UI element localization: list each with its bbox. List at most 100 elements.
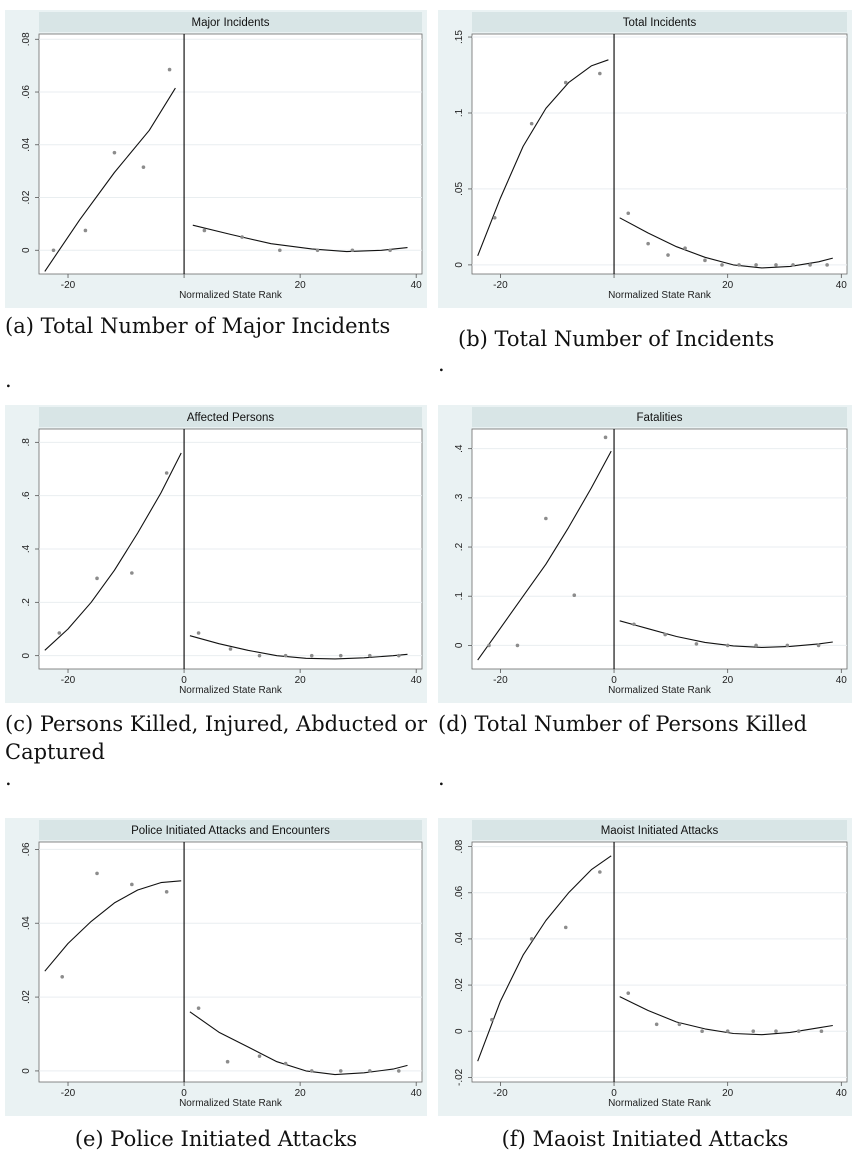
x-tick-label-c: 40 — [411, 675, 423, 686]
plot-area-a — [38, 33, 423, 275]
data-point-d — [487, 643, 491, 648]
chart-d-svg: Fatalities 0 .1 .2 .3 .4 -20 0 20 40 Normalized St… — [438, 405, 852, 703]
data-point-b — [754, 263, 758, 267]
fit-curve-left-d — [477, 450, 612, 661]
data-point-f — [796, 1029, 801, 1034]
data-point-b — [598, 71, 602, 76]
fit-curve-right-e — [189, 1011, 408, 1076]
y-tick-label-b: 0 — [454, 262, 465, 268]
note-a: . — [5, 368, 12, 392]
plot-area-f — [471, 841, 848, 1083]
title-band-f — [472, 820, 847, 840]
data-point-b — [646, 241, 650, 246]
y-tick-label-a: .04 — [21, 137, 32, 151]
chart-title-c: Affected Persons — [187, 412, 275, 424]
chart-title-d: Fatalities — [636, 412, 682, 424]
x-axis-label-e: Normalized State Rank — [179, 1098, 283, 1109]
y-tick-label-f: .08 — [454, 839, 465, 853]
data-point-c — [396, 653, 401, 658]
y-tick-label-c: .2 — [21, 598, 32, 607]
data-point-c — [367, 653, 372, 658]
data-point-a — [388, 248, 392, 253]
data-point-d — [754, 643, 758, 648]
data-point-f — [819, 1029, 824, 1034]
data-point-a — [202, 228, 207, 233]
title-band-d — [472, 407, 847, 427]
data-point-d — [816, 643, 821, 648]
data-point-d — [694, 642, 699, 646]
data-point-d — [785, 643, 790, 648]
x-tick-label-f: 20 — [722, 1088, 734, 1099]
title-band-b — [472, 12, 847, 32]
y-tick-label-c: .8 — [21, 438, 32, 447]
data-point-f — [700, 1029, 704, 1034]
data-point-a — [167, 67, 172, 72]
data-point-f — [654, 1022, 659, 1027]
data-point-a — [83, 228, 88, 233]
data-point-c — [228, 647, 233, 651]
y-tick-label-a: .08 — [21, 32, 32, 46]
chart-panel-b: Total Incidents 0 .05 .1 .15 -20 20 40 Normalize… — [438, 10, 852, 308]
x-axis-label-a: Normalized State Rank — [179, 290, 283, 301]
data-point-e — [257, 1054, 262, 1058]
x-tick-label-d: 20 — [722, 675, 734, 686]
title-band-a — [39, 12, 422, 32]
x-axis-label-d: Normalized State Rank — [608, 685, 712, 696]
data-point-f — [774, 1029, 778, 1034]
data-point-b — [529, 121, 534, 126]
data-point-a — [240, 235, 244, 239]
y-tick-label-b: .15 — [454, 30, 465, 44]
data-point-b — [791, 263, 795, 267]
x-axis-label-b: Normalized State Rank — [608, 290, 712, 301]
fit-curve-left-e — [44, 880, 182, 972]
x-tick-label-b: -20 — [493, 280, 508, 291]
title-band-c — [39, 407, 422, 427]
y-tick-label-f: -.02 — [454, 1068, 465, 1086]
data-point-d — [572, 593, 577, 598]
data-point-f — [751, 1029, 756, 1034]
data-point-f — [563, 925, 568, 930]
y-tick-label-a: .06 — [21, 85, 32, 99]
data-point-b — [825, 263, 829, 267]
x-axis-label-c: Normalized State Rank — [179, 685, 283, 696]
fit-curve-right-f — [619, 996, 833, 1036]
y-tick-label-d: 0 — [454, 642, 465, 648]
y-tick-label-f: 0 — [454, 1028, 465, 1034]
data-point-f — [598, 870, 602, 874]
fit-curve-right-b — [619, 217, 833, 269]
data-point-c — [338, 653, 343, 658]
y-tick-label-a: 0 — [21, 247, 32, 253]
chart-title-e: Police Initiated Attacks and Encounters — [131, 825, 330, 837]
data-point-c — [57, 631, 62, 635]
data-point-a — [315, 248, 320, 253]
data-point-e — [225, 1059, 230, 1064]
data-point-e — [283, 1061, 288, 1066]
data-point-e — [338, 1069, 343, 1073]
data-point-c — [196, 631, 201, 635]
y-tick-label-e: .02 — [21, 990, 32, 1004]
fit-curve-left-f — [477, 855, 612, 1062]
data-point-b — [683, 246, 687, 250]
y-tick-label-a: .02 — [21, 190, 32, 204]
caption-d: (d) Total Number of Persons Killed — [438, 712, 808, 736]
note-b: . — [438, 352, 445, 376]
data-point-b — [720, 263, 724, 267]
chart-panel-f: Maoist Initiated Attacks -.02 0 .02 .04 .06 .0… — [438, 818, 852, 1116]
chart-title-a: Major Incidents — [192, 17, 270, 29]
plot-area-e — [38, 841, 423, 1083]
data-point-f — [677, 1022, 682, 1027]
caption-b: (b) Total Number of Incidents — [458, 327, 775, 351]
chart-panel-c: Affected Persons 0 .2 .4 .6 .8 -20 0 20 40 Normali… — [5, 405, 427, 703]
y-tick-label-f: .02 — [454, 978, 465, 992]
data-point-c — [257, 653, 262, 658]
chart-title-f: Maoist Initiated Attacks — [601, 825, 719, 837]
data-point-d — [725, 643, 730, 648]
y-tick-label-d: .4 — [454, 444, 465, 453]
data-point-f — [490, 1017, 494, 1022]
data-point-e — [60, 974, 65, 979]
data-point-e — [95, 871, 99, 876]
data-point-c — [164, 471, 169, 475]
y-tick-label-b: .05 — [454, 182, 465, 196]
caption-e: (e) Police Initiated Attacks — [74, 1127, 358, 1151]
x-tick-label-a: -20 — [61, 280, 76, 291]
